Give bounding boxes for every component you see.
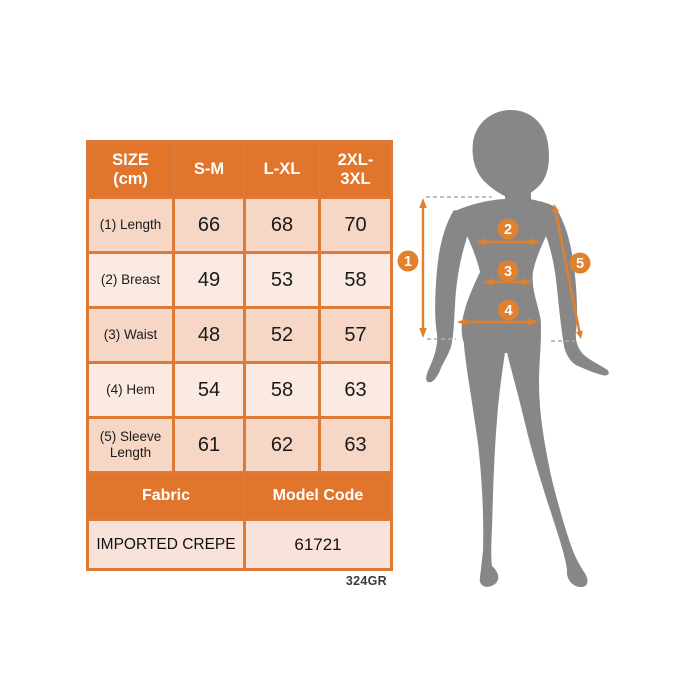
model-code-header-cell: Model Code bbox=[246, 474, 390, 518]
size-unit-header: SIZE (cm) bbox=[89, 143, 172, 196]
svg-text:5: 5 bbox=[576, 256, 584, 272]
fabric-header-cell: Fabric bbox=[89, 474, 243, 518]
value-cell: 58 bbox=[321, 254, 390, 306]
measurement-figure: 1 2 3 4 5 bbox=[390, 100, 640, 610]
value-cell: 48 bbox=[175, 309, 243, 361]
measurement-arrow-2 bbox=[476, 238, 540, 246]
measurement-marker-3: 3 bbox=[497, 260, 519, 282]
value-cell: 57 bbox=[321, 309, 390, 361]
product-code-note: 324GR bbox=[345, 574, 387, 588]
size-col-header-2xl3xl: 2XL-3XL bbox=[321, 143, 390, 196]
measurement-marker-2: 2 bbox=[497, 218, 519, 240]
model-code-value-cell: 61721 bbox=[246, 521, 390, 568]
value-cell: 68 bbox=[246, 199, 318, 251]
measurement-arrow-5 bbox=[552, 204, 583, 339]
value-cell: 62 bbox=[246, 419, 318, 471]
body-silhouette bbox=[426, 110, 609, 588]
value-cell: 70 bbox=[321, 199, 390, 251]
fabric-value-cell: IMPORTED CREPE bbox=[89, 521, 243, 568]
row-label-breast: (2) Breast bbox=[89, 254, 172, 306]
value-cell: 54 bbox=[175, 364, 243, 416]
svg-text:2: 2 bbox=[504, 222, 512, 238]
value-cell: 49 bbox=[175, 254, 243, 306]
measurement-arrow-4 bbox=[457, 318, 538, 326]
measurement-marker-1: 1 bbox=[397, 250, 419, 272]
svg-text:4: 4 bbox=[504, 303, 512, 319]
measurement-marker-4: 4 bbox=[498, 299, 519, 321]
measurement-marker-5: 5 bbox=[569, 252, 591, 274]
value-cell: 63 bbox=[321, 364, 390, 416]
svg-text:1: 1 bbox=[404, 254, 412, 270]
size-col-header-lxl: L-XL bbox=[246, 143, 318, 196]
svg-text:3: 3 bbox=[504, 264, 512, 280]
value-cell: 66 bbox=[175, 199, 243, 251]
row-label-sleeve-length: (5) Sleeve Length bbox=[89, 419, 172, 471]
size-chart-table: SIZE (cm) S-M L-XL 2XL-3XL (1) Length 66… bbox=[86, 140, 393, 571]
row-label-waist: (3) Waist bbox=[89, 309, 172, 361]
row-label-hem: (4) Hem bbox=[89, 364, 172, 416]
size-col-header-sm: S-M bbox=[175, 143, 243, 196]
row-label-length: (1) Length bbox=[89, 199, 172, 251]
value-cell: 63 bbox=[321, 419, 390, 471]
value-cell: 53 bbox=[246, 254, 318, 306]
measurement-arrow-3 bbox=[483, 278, 532, 286]
value-cell: 61 bbox=[175, 419, 243, 471]
value-cell: 52 bbox=[246, 309, 318, 361]
measurement-arrow-1 bbox=[419, 198, 427, 338]
value-cell: 58 bbox=[246, 364, 318, 416]
body-silhouette-svg: 1 2 3 4 5 bbox=[397, 110, 609, 588]
